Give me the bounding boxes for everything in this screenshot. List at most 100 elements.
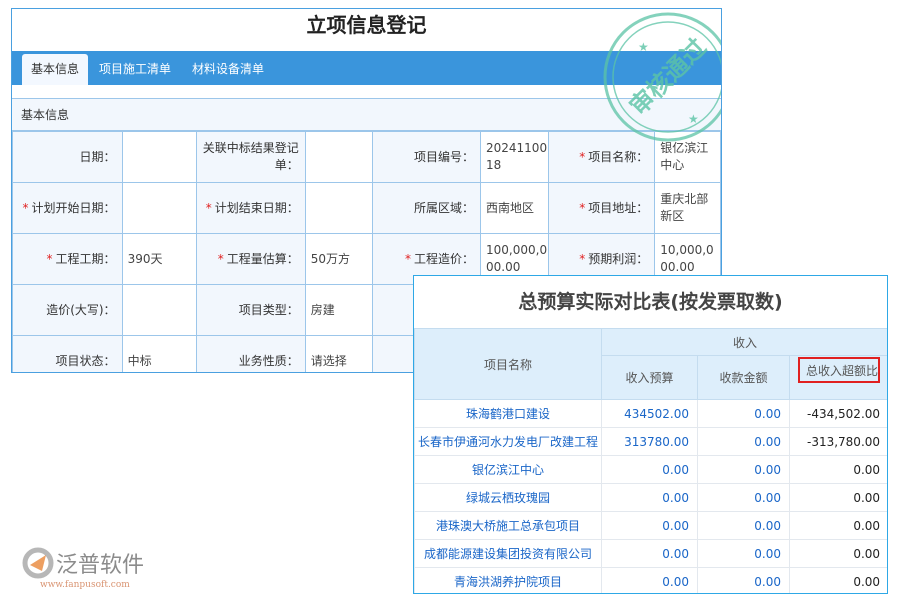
field-value[interactable]: 重庆北部新区 bbox=[654, 182, 721, 234]
project-name-link[interactable]: 长春市伊通河水力发电厂改建工程 bbox=[414, 427, 602, 456]
income-excess-cell: 0.00 bbox=[788, 483, 887, 512]
income-excess-cell: -313,780.00 bbox=[788, 427, 887, 456]
section-header: 基本信息 bbox=[12, 98, 721, 131]
form-row: * 计划开始日期： * 计划结束日期： 所属区域： 西南地区 * 项目地址： 重庆北部新区 bbox=[12, 182, 721, 234]
col-header-project-name[interactable]: 项目名称 bbox=[414, 328, 602, 400]
field-label: * 项目名称： bbox=[547, 131, 656, 183]
income-excess-cell: 0.00 bbox=[788, 567, 887, 593]
field-label: 业务性质： bbox=[196, 335, 306, 372]
project-name-link[interactable]: 青海洪湖养护院项目 bbox=[414, 567, 602, 593]
label-text: 造价(大写)： bbox=[46, 302, 116, 317]
received-amount-cell[interactable]: 0.00 bbox=[697, 511, 790, 540]
field-value[interactable]: 390天 bbox=[121, 233, 198, 285]
project-name-link[interactable]: 银亿滨江中心 bbox=[414, 455, 602, 484]
field-value[interactable] bbox=[304, 182, 374, 234]
highlight-box: 总收入超额比 bbox=[798, 357, 881, 383]
tab-basic-info[interactable]: 基本信息 bbox=[22, 54, 89, 85]
label-text: 所属区域： bbox=[413, 200, 474, 215]
label-text: 业务性质： bbox=[238, 353, 299, 368]
received-amount-cell[interactable]: 0.00 bbox=[697, 539, 790, 568]
required-marker: * bbox=[217, 251, 224, 266]
field-label: * 工程工期： bbox=[12, 233, 123, 285]
income-budget-cell[interactable]: 0.00 bbox=[601, 483, 698, 512]
label-text: 项目编号： bbox=[413, 149, 474, 164]
received-amount-cell[interactable]: 0.00 bbox=[697, 427, 790, 456]
income-excess-cell: 0.00 bbox=[788, 455, 887, 484]
label-text: 项目名称： bbox=[588, 149, 649, 164]
project-registration-panel: 立项信息登记 基本信息 项目施工清单 材料设备清单 基本信息 日期： 关联中标结果… bbox=[11, 8, 722, 373]
income-budget-cell[interactable]: 313780.00 bbox=[601, 427, 698, 456]
field-value[interactable]: 50万方 bbox=[304, 233, 374, 285]
info-grid: 日期： 关联中标结果登记单： 项目编号： 2024110018 * 项目名称： 银亿滨江中心… bbox=[12, 131, 721, 372]
field-value[interactable] bbox=[304, 131, 374, 183]
field-label: * 项目地址： bbox=[547, 182, 656, 234]
table-row: 青海洪湖养护院项目 0.00 0.00 0.00 bbox=[414, 567, 887, 593]
label-text: 工程造价： bbox=[413, 251, 474, 266]
tab-material-list[interactable]: 材料设备清单 bbox=[192, 62, 265, 76]
received-amount-cell[interactable]: 0.00 bbox=[697, 455, 790, 484]
project-name-link[interactable]: 珠海鹤港口建设 bbox=[414, 399, 602, 428]
label-text: 项目地址： bbox=[588, 200, 649, 215]
field-value[interactable]: 房建 bbox=[304, 284, 374, 336]
col-header-income-excess[interactable]: 总收入超额比 bbox=[788, 355, 887, 400]
received-amount-cell[interactable]: 0.00 bbox=[697, 483, 790, 512]
tab-bar: 基本信息 项目施工清单 材料设备清单 bbox=[12, 51, 721, 85]
income-budget-cell[interactable]: 434502.00 bbox=[601, 399, 698, 428]
required-marker: * bbox=[579, 251, 586, 266]
label-text: 日期： bbox=[79, 149, 116, 164]
label-text: 工程工期： bbox=[55, 251, 116, 266]
required-marker: * bbox=[404, 251, 411, 266]
col-header-income-budget[interactable]: 收入预算 bbox=[601, 355, 698, 400]
project-name-link[interactable]: 成都能源建设集团投资有限公司 bbox=[414, 539, 602, 568]
field-value[interactable]: 银亿滨江中心 bbox=[654, 131, 721, 183]
label-text: 计划开始日期： bbox=[31, 200, 116, 215]
field-value[interactable]: 中标 bbox=[121, 335, 198, 372]
field-label: * 工程造价： bbox=[372, 233, 481, 285]
tab-construction-list[interactable]: 项目施工清单 bbox=[99, 62, 172, 76]
field-label: 项目编号： bbox=[372, 131, 481, 183]
label-text: 项目类型： bbox=[238, 302, 299, 317]
fanpusoft-watermark-logo: 泛普软件 www.fanpusoft.com bbox=[22, 547, 144, 590]
required-marker: * bbox=[205, 200, 212, 215]
income-excess-cell: 0.00 bbox=[788, 539, 887, 568]
table-row: 绿城云栖玫瑰园 0.00 0.00 0.00 bbox=[414, 483, 887, 512]
field-label: * 计划结束日期： bbox=[196, 182, 306, 234]
field-label: * 计划开始日期： bbox=[12, 182, 123, 234]
required-marker: * bbox=[22, 200, 29, 215]
income-excess-cell: -434,502.00 bbox=[788, 399, 887, 428]
field-label: 日期： bbox=[12, 131, 123, 183]
field-label: 项目状态： bbox=[12, 335, 123, 372]
field-value[interactable]: 2024110018 bbox=[480, 131, 549, 183]
project-name-link[interactable]: 绿城云栖玫瑰园 bbox=[414, 483, 602, 512]
field-value[interactable] bbox=[121, 131, 198, 183]
budget-comparison-report: 总预算实际对比表(按发票取数) 项目名称 收入 收入预算 收款金额 总收入超额比… bbox=[413, 275, 888, 594]
field-label: 造价(大写)： bbox=[12, 284, 123, 336]
required-marker: * bbox=[579, 149, 586, 164]
received-amount-cell[interactable]: 0.00 bbox=[697, 567, 790, 593]
table-row: 长春市伊通河水力发电厂改建工程 313780.00 0.00 -313,780.00 bbox=[414, 427, 887, 456]
project-name-link[interactable]: 港珠澳大桥施工总承包项目 bbox=[414, 511, 602, 540]
received-amount-cell[interactable]: 0.00 bbox=[697, 399, 790, 428]
income-budget-cell[interactable]: 0.00 bbox=[601, 539, 698, 568]
field-label: 关联中标结果登记单： bbox=[196, 131, 306, 183]
field-value[interactable]: 请选择 bbox=[304, 335, 374, 372]
col-header-income-group: 收入 bbox=[600, 328, 887, 356]
watermark-url: www.fanpusoft.com bbox=[40, 580, 130, 590]
income-budget-cell[interactable]: 0.00 bbox=[601, 511, 698, 540]
watermark-brand: 泛普软件 bbox=[56, 553, 144, 578]
col-header-received-amount[interactable]: 收款金额 bbox=[697, 355, 790, 400]
required-marker: * bbox=[46, 251, 53, 266]
label-text: 工程量估算： bbox=[226, 251, 299, 266]
income-excess-cell: 0.00 bbox=[788, 511, 887, 540]
table-row: 银亿滨江中心 0.00 0.00 0.00 bbox=[414, 455, 887, 484]
field-value[interactable] bbox=[121, 284, 198, 336]
field-value[interactable]: 西南地区 bbox=[480, 182, 549, 234]
income-budget-cell[interactable]: 0.00 bbox=[601, 567, 698, 593]
table-row: 港珠澳大桥施工总承包项目 0.00 0.00 0.00 bbox=[414, 511, 887, 540]
label-text: 预期利润： bbox=[588, 251, 649, 266]
required-marker: * bbox=[579, 200, 586, 215]
label-text: 计划结束日期： bbox=[214, 200, 299, 215]
income-budget-cell[interactable]: 0.00 bbox=[601, 455, 698, 484]
table-row: 珠海鹤港口建设 434502.00 0.00 -434,502.00 bbox=[414, 399, 887, 428]
field-value[interactable] bbox=[121, 182, 198, 234]
